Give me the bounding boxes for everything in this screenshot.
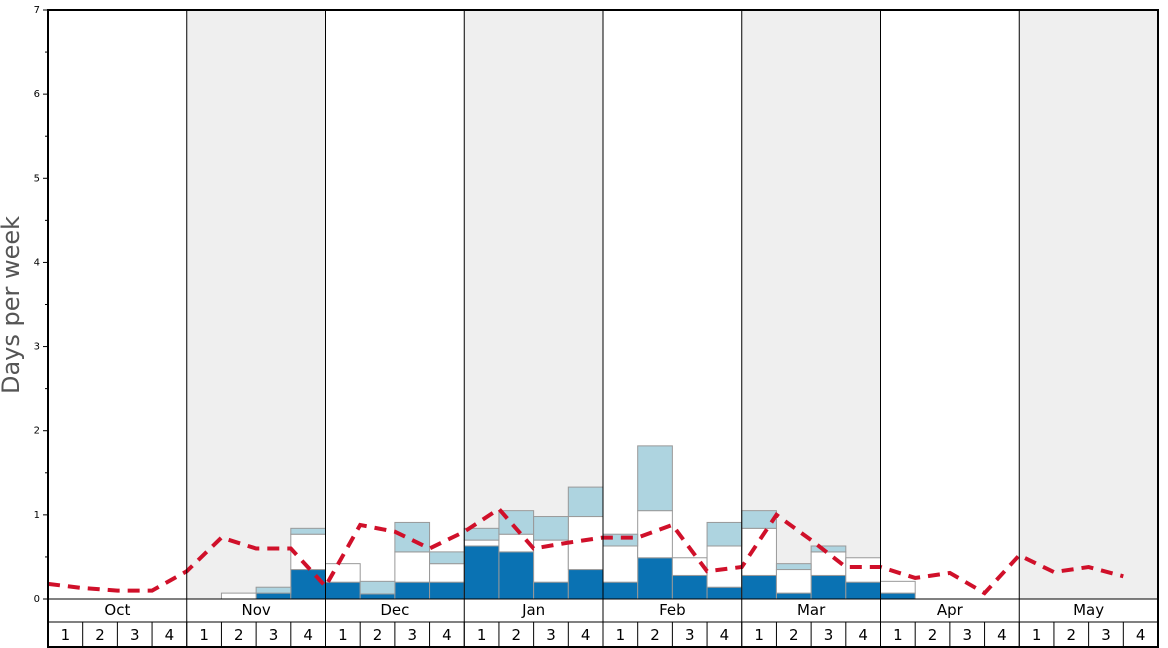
x-tick-label: 4 — [442, 626, 452, 644]
month-band — [1019, 10, 1158, 599]
bar-segment — [706, 521, 743, 547]
bar-segment — [845, 557, 881, 583]
x-tick-label: 2 — [650, 626, 660, 644]
bar-segment — [290, 527, 326, 535]
month-label: Nov — [241, 601, 270, 619]
trend-line — [47, 506, 1124, 596]
month-label: May — [1073, 601, 1104, 619]
x-tick-label: 3 — [546, 626, 556, 644]
x-tick-label: 1 — [616, 626, 626, 644]
month-label: Feb — [659, 601, 686, 619]
x-tick-label: 2 — [95, 626, 105, 644]
x-tick-label: 3 — [685, 626, 695, 644]
bar-segment — [394, 581, 431, 600]
bar-segment — [359, 580, 396, 595]
x-tick-label: 3 — [130, 626, 140, 644]
y-axis-label: Days per week — [0, 216, 25, 394]
bar-segment — [567, 516, 604, 571]
bar-segment — [325, 581, 361, 600]
x-tick-label: 1 — [1032, 626, 1042, 644]
bar-segment — [741, 574, 777, 600]
x-tick-label: 4 — [720, 626, 730, 644]
month-label: Apr — [937, 601, 964, 619]
bar-segment — [394, 521, 431, 553]
month-band — [186, 10, 326, 599]
bar-segment — [359, 593, 396, 600]
bar-segment — [533, 516, 569, 541]
x-tick-label: 2 — [373, 626, 383, 644]
bar-segment — [429, 581, 465, 600]
x-tick-label: 3 — [269, 626, 279, 644]
bar-segment — [394, 551, 431, 583]
bar-segment — [775, 569, 812, 594]
bar-segment — [429, 563, 465, 583]
x-tick-label: 4 — [303, 626, 313, 644]
bar-segment — [810, 574, 847, 600]
x-tick-label: 4 — [165, 626, 175, 644]
bar-segment — [775, 563, 812, 571]
x-tick-label: 4 — [858, 626, 868, 644]
x-tick-label: 4 — [581, 626, 591, 644]
x-tick-label: 1 — [61, 626, 71, 644]
bar-segment — [429, 551, 465, 565]
x-tick-label: 1 — [199, 626, 209, 644]
x-tick-label: 2 — [928, 626, 938, 644]
bar-segment — [775, 592, 812, 600]
x-tick-label: 2 — [1067, 626, 1077, 644]
bar-segment — [637, 557, 673, 600]
bar-segment — [637, 445, 673, 512]
bar-segment — [463, 539, 500, 547]
bar-segment — [741, 527, 777, 576]
bar-segment — [845, 581, 881, 600]
bar-segment — [290, 569, 326, 600]
x-tick-label: 2 — [234, 626, 244, 644]
y-tick-label: 6 — [34, 89, 40, 100]
y-tick-label: 2 — [34, 426, 40, 437]
bar-segment — [671, 574, 708, 600]
y-tick-label: 0 — [34, 594, 40, 605]
x-tick-label: 3 — [962, 626, 972, 644]
bar-segment — [463, 545, 500, 600]
bar-segment — [602, 581, 639, 600]
x-tick-label: 3 — [1101, 626, 1111, 644]
bar-segment — [255, 592, 292, 600]
x-tick-label: 2 — [789, 626, 799, 644]
plot-border — [47, 9, 1159, 648]
x-tick-label: 1 — [754, 626, 764, 644]
bar-segment — [220, 592, 257, 600]
x-tick-label: 4 — [1136, 626, 1146, 644]
bar-segment — [567, 486, 604, 518]
month-label: Oct — [104, 601, 130, 619]
bar-segment — [602, 545, 639, 583]
x-tick-label: 3 — [824, 626, 834, 644]
x-tick-label: 4 — [997, 626, 1007, 644]
x-tick-label: 2 — [512, 626, 522, 644]
bar-segment — [880, 580, 916, 594]
bar-segment — [706, 586, 743, 600]
bar-segment — [810, 545, 847, 553]
bar-segment — [255, 586, 292, 594]
month-label: Dec — [380, 601, 409, 619]
x-tick-label: 1 — [477, 626, 487, 644]
y-tick-label: 5 — [34, 173, 40, 184]
x-tick-label: 3 — [407, 626, 417, 644]
bar-segment — [567, 569, 604, 600]
month-band — [741, 10, 881, 599]
y-tick-label: 7 — [34, 5, 40, 16]
y-tick-label: 1 — [34, 510, 40, 521]
x-tick-label: 1 — [338, 626, 348, 644]
bar-segment — [880, 592, 916, 600]
y-tick-label: 4 — [34, 257, 40, 268]
month-label: Mar — [797, 601, 826, 619]
month-label: Jan — [521, 601, 545, 619]
bar-segment — [498, 551, 535, 600]
x-tick-label: 1 — [893, 626, 903, 644]
y-tick-label: 3 — [34, 342, 40, 353]
bar-segment — [533, 581, 569, 600]
